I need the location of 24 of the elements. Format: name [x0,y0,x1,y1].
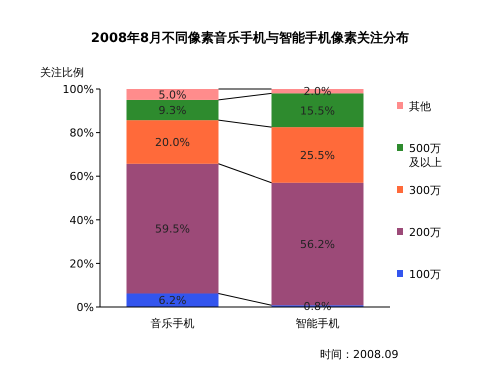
y-tick-label: 0% [76,301,94,314]
legend-label: 500万及以上 [409,142,442,169]
legend-label: 200万 [409,226,441,239]
data-label: 59.5% [155,222,190,236]
y-tick-label: 100% [62,83,94,96]
y-tick-label: 80% [70,126,94,140]
legend-label: 300万 [409,184,441,197]
y-tick-label: 40% [70,214,94,227]
data-label: 20.0% [155,136,190,149]
data-label: 9.3% [158,104,186,118]
data-label: 56.2% [300,238,335,251]
chart-title: 2008年8月不同像素音乐手机与智能手机像素关注分布 [90,30,410,46]
x-tick-label: 音乐手机 [150,317,194,330]
y-tick-label: 20% [70,257,94,270]
data-label: 15.5% [300,104,335,118]
data-label: 25.5% [300,148,335,162]
y-axis-title: 关注比例 [40,66,84,79]
text: 时间：2008.09 [320,348,398,361]
x-tick-label: 智能手机 [296,317,340,330]
y-tick-label: 60% [70,170,94,184]
data-label: 5.0% [158,88,186,102]
legend-label: 100万 [409,268,441,281]
legend-label: 其他 [409,100,431,113]
data-label: 6.2% [158,294,186,308]
